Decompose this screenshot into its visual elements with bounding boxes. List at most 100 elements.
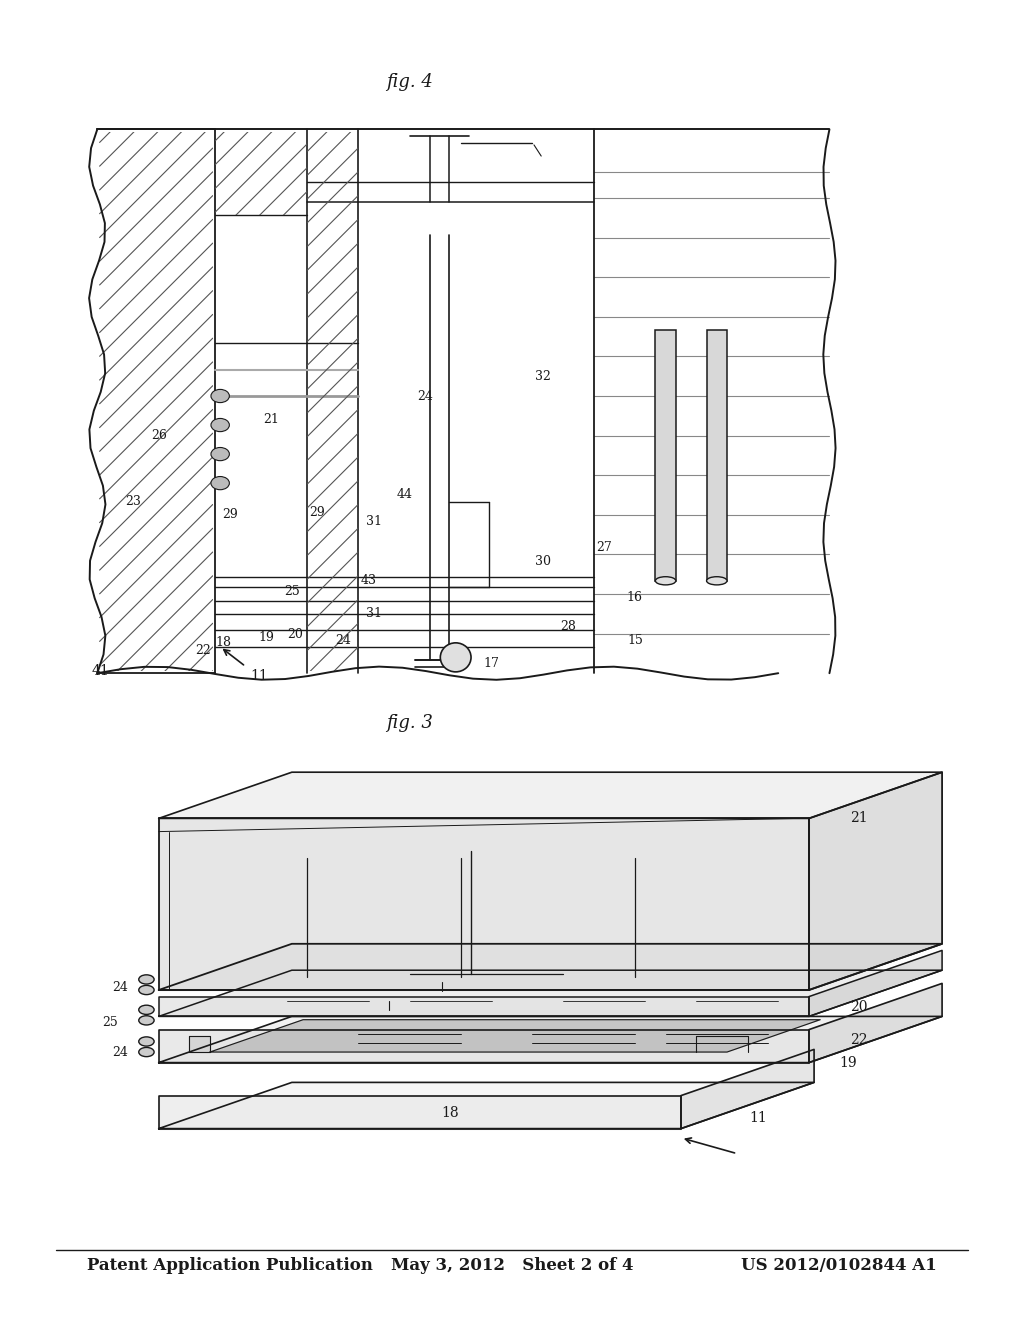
PathPatch shape — [215, 49, 307, 141]
Text: 24: 24 — [112, 981, 128, 994]
PathPatch shape — [307, 290, 358, 342]
Text: 15: 15 — [627, 634, 643, 647]
Ellipse shape — [211, 447, 229, 461]
Polygon shape — [159, 944, 942, 990]
PathPatch shape — [99, 124, 213, 238]
PathPatch shape — [99, 172, 213, 285]
PathPatch shape — [307, 599, 358, 651]
PathPatch shape — [99, 671, 213, 784]
PathPatch shape — [99, 480, 213, 594]
PathPatch shape — [99, 362, 213, 475]
PathPatch shape — [307, 552, 358, 603]
PathPatch shape — [99, 77, 213, 190]
Polygon shape — [159, 970, 942, 1016]
PathPatch shape — [215, 73, 307, 165]
PathPatch shape — [99, 100, 213, 214]
PathPatch shape — [307, 623, 358, 675]
Text: 11: 11 — [250, 669, 268, 682]
Text: US 2012/0102844 A1: US 2012/0102844 A1 — [741, 1258, 937, 1274]
PathPatch shape — [215, 1, 307, 94]
PathPatch shape — [99, 457, 213, 570]
Polygon shape — [809, 772, 942, 990]
Text: 43: 43 — [360, 574, 377, 587]
Text: 31: 31 — [366, 607, 382, 620]
PathPatch shape — [99, 0, 213, 48]
Text: 17: 17 — [483, 657, 500, 671]
PathPatch shape — [99, 409, 213, 523]
PathPatch shape — [99, 148, 213, 261]
Bar — [655, 330, 676, 581]
PathPatch shape — [307, 172, 358, 223]
PathPatch shape — [307, 267, 358, 318]
PathPatch shape — [99, 53, 213, 166]
Text: 24: 24 — [112, 1045, 128, 1059]
Polygon shape — [210, 1020, 820, 1052]
PathPatch shape — [307, 362, 358, 413]
Text: 21: 21 — [263, 413, 280, 426]
PathPatch shape — [307, 77, 358, 128]
Text: 22: 22 — [850, 1034, 867, 1047]
Polygon shape — [189, 1036, 210, 1052]
PathPatch shape — [307, 457, 358, 508]
Text: 18: 18 — [441, 1106, 460, 1119]
PathPatch shape — [215, 0, 307, 70]
Text: fig. 4: fig. 4 — [386, 73, 433, 91]
PathPatch shape — [99, 195, 213, 309]
PathPatch shape — [99, 219, 213, 333]
Text: 32: 32 — [535, 370, 551, 383]
Text: 18: 18 — [215, 636, 231, 649]
PathPatch shape — [215, 96, 307, 189]
Text: 31: 31 — [366, 515, 382, 528]
PathPatch shape — [99, 338, 213, 451]
Polygon shape — [809, 983, 942, 1063]
PathPatch shape — [307, 385, 358, 437]
PathPatch shape — [99, 5, 213, 119]
PathPatch shape — [215, 120, 307, 213]
Text: 24: 24 — [335, 634, 351, 647]
Text: 16: 16 — [627, 591, 643, 605]
PathPatch shape — [99, 314, 213, 428]
Ellipse shape — [211, 389, 229, 403]
PathPatch shape — [99, 528, 213, 642]
PathPatch shape — [99, 0, 213, 95]
Text: May 3, 2012   Sheet 2 of 4: May 3, 2012 Sheet 2 of 4 — [391, 1258, 633, 1274]
PathPatch shape — [307, 338, 358, 389]
Ellipse shape — [138, 1048, 154, 1057]
PathPatch shape — [99, 504, 213, 618]
PathPatch shape — [307, 480, 358, 532]
PathPatch shape — [215, 215, 307, 308]
PathPatch shape — [215, 191, 307, 284]
Text: 25: 25 — [102, 1016, 118, 1030]
Polygon shape — [159, 772, 942, 818]
PathPatch shape — [307, 647, 358, 698]
PathPatch shape — [307, 504, 358, 556]
Polygon shape — [159, 1016, 942, 1063]
Text: 20: 20 — [850, 1001, 867, 1014]
PathPatch shape — [307, 409, 358, 461]
Polygon shape — [159, 997, 809, 1016]
PathPatch shape — [99, 552, 213, 665]
Polygon shape — [159, 1030, 809, 1063]
Text: 30: 30 — [535, 554, 551, 568]
PathPatch shape — [99, 385, 213, 499]
PathPatch shape — [307, 671, 358, 722]
Text: 29: 29 — [309, 506, 326, 519]
Text: Patent Application Publication: Patent Application Publication — [87, 1258, 373, 1274]
PathPatch shape — [99, 29, 213, 143]
PathPatch shape — [99, 433, 213, 546]
PathPatch shape — [307, 576, 358, 627]
Ellipse shape — [655, 577, 676, 585]
Text: 22: 22 — [195, 644, 211, 657]
Polygon shape — [681, 1049, 814, 1129]
PathPatch shape — [215, 168, 307, 260]
Polygon shape — [159, 1082, 814, 1129]
PathPatch shape — [99, 576, 213, 689]
PathPatch shape — [99, 267, 213, 380]
Text: 23: 23 — [125, 495, 141, 508]
Ellipse shape — [440, 643, 471, 672]
Ellipse shape — [138, 985, 154, 995]
Text: 21: 21 — [850, 812, 867, 825]
Text: 28: 28 — [560, 620, 577, 634]
Polygon shape — [159, 1096, 681, 1129]
Text: 11: 11 — [749, 1111, 767, 1125]
